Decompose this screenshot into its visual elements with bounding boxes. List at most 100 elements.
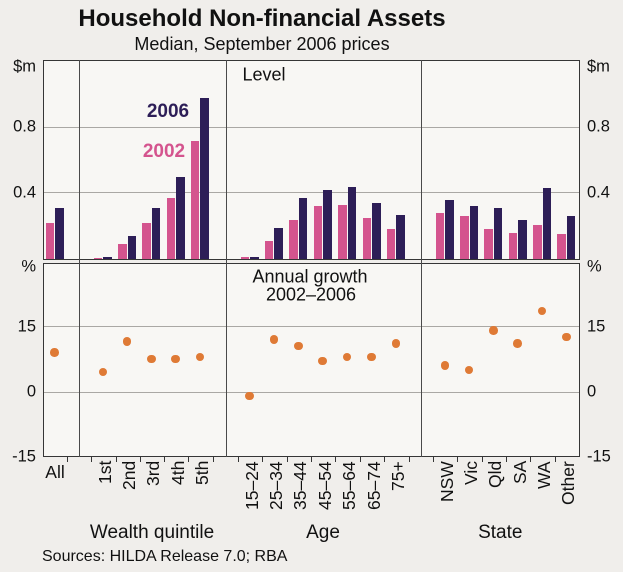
x-axis-tick xyxy=(286,457,288,462)
x-axis-tick xyxy=(67,457,68,462)
axis-tick-label: 0 xyxy=(26,382,36,401)
bar-2002 xyxy=(166,198,176,259)
section-divider xyxy=(78,60,80,457)
category-label: Vic xyxy=(461,461,482,485)
bar-2002 xyxy=(533,224,542,259)
legend-2002: 2002 xyxy=(142,141,186,162)
bar-2006 xyxy=(469,206,479,259)
gridline-growth-0 xyxy=(44,391,579,393)
bar-2006 xyxy=(566,216,576,259)
growth-dot xyxy=(464,365,474,375)
section-divider xyxy=(420,60,422,457)
x-axis-tick xyxy=(262,457,264,462)
bar-2006 xyxy=(298,198,308,259)
bar-2006 xyxy=(127,236,137,259)
axis-tick-label: -15 xyxy=(587,447,611,466)
category-label-all: All xyxy=(45,462,65,482)
category-label: 2nd xyxy=(119,460,140,490)
growth-dot xyxy=(489,326,498,335)
growth-panel-label-line1: Annual growth xyxy=(252,266,368,287)
bar-2002 xyxy=(338,204,347,259)
category-label: 75+ xyxy=(387,461,408,491)
bar-2002 xyxy=(484,229,493,259)
section-label-state: State xyxy=(478,522,523,543)
axis-tick-label: $m xyxy=(587,57,610,76)
x-axis-tick xyxy=(115,457,117,462)
bar-2006 xyxy=(396,214,405,259)
axis-tick-label: 0.4 xyxy=(587,183,610,202)
x-axis-tick xyxy=(384,457,386,462)
category-label: 65–74 xyxy=(363,461,384,510)
growth-dot xyxy=(318,356,327,366)
bar-2006 xyxy=(55,208,64,259)
bar-2006 xyxy=(372,203,381,259)
category-label: Qld xyxy=(485,460,506,488)
bar-2006 xyxy=(176,176,185,259)
bar-2002 xyxy=(190,140,200,259)
bar-2006 xyxy=(347,186,357,259)
axis-tick-label: 0.8 xyxy=(13,117,36,136)
x-axis-tick xyxy=(164,457,166,462)
bar-2006 xyxy=(323,190,332,259)
bar-2002 xyxy=(362,217,371,259)
growth-dot xyxy=(342,352,352,362)
level-panel-label: Level xyxy=(242,64,286,85)
bar-2006 xyxy=(518,219,527,259)
growth-dot xyxy=(367,352,376,362)
growth-dot xyxy=(147,354,156,364)
category-label: 45–54 xyxy=(314,461,335,510)
gridline-level-0.8 xyxy=(44,126,579,128)
axis-tick-label: 15 xyxy=(17,317,36,336)
x-axis-tick xyxy=(457,457,459,462)
growth-dot xyxy=(562,332,571,342)
chart-subtitle: Median, September 2006 prices xyxy=(134,34,390,54)
bar-2006 xyxy=(250,257,259,259)
bar-2006 xyxy=(200,98,209,259)
bar-2006 xyxy=(274,227,283,259)
legend-2006: 2006 xyxy=(146,101,190,122)
x-axis-tick xyxy=(359,457,361,462)
x-axis-tick xyxy=(311,457,312,462)
growth-panel-label-line2: 2002–2006 xyxy=(265,284,357,305)
section-label-wealth-quintile: Wealth quintile xyxy=(89,522,215,543)
category-label: 1st xyxy=(94,460,115,484)
x-axis-tick xyxy=(335,457,337,462)
chart: Level 2006 2002 Annual growth 2002–2006 xyxy=(43,60,580,457)
bar-2002 xyxy=(435,213,445,259)
sources-footnote: Sources: HILDA Release 7.0; RBA xyxy=(42,548,288,565)
bar-2002 xyxy=(557,234,566,259)
bar-2006 xyxy=(493,208,503,259)
bar-2002 xyxy=(386,229,396,259)
bar-2002 xyxy=(142,222,151,259)
category-label: NSW xyxy=(436,461,457,502)
bar-2002 xyxy=(45,222,54,259)
x-axis-tick xyxy=(506,457,508,462)
axis-tick-label: % xyxy=(587,257,602,276)
category-label: 35–44 xyxy=(290,461,311,510)
axis-tick-label: 0 xyxy=(587,382,597,401)
growth-dot xyxy=(440,361,450,370)
growth-dot xyxy=(98,367,108,377)
bar-2002 xyxy=(240,257,249,259)
category-label: 55–64 xyxy=(339,461,360,510)
x-axis-tick xyxy=(212,457,214,462)
category-label: SA xyxy=(509,460,530,484)
growth-dot xyxy=(245,391,254,401)
axis-tick-label: 0.8 xyxy=(587,117,610,136)
growth-panel xyxy=(43,263,580,457)
bar-2006 xyxy=(445,199,454,259)
x-axis-tick xyxy=(481,457,483,462)
bar-2006 xyxy=(151,208,161,259)
growth-dot xyxy=(195,352,205,362)
x-axis-tick xyxy=(530,457,532,462)
x-axis-tick xyxy=(433,457,435,462)
section-divider xyxy=(225,60,227,457)
category-label: WA xyxy=(534,461,554,489)
category-label: 3rd xyxy=(143,460,164,486)
x-axis-tick xyxy=(139,457,141,462)
x-axis-tick xyxy=(554,457,556,462)
growth-dot xyxy=(171,354,180,364)
x-axis-tick xyxy=(237,457,239,462)
growth-dot xyxy=(122,337,132,346)
category-label: 15–24 xyxy=(241,461,262,510)
